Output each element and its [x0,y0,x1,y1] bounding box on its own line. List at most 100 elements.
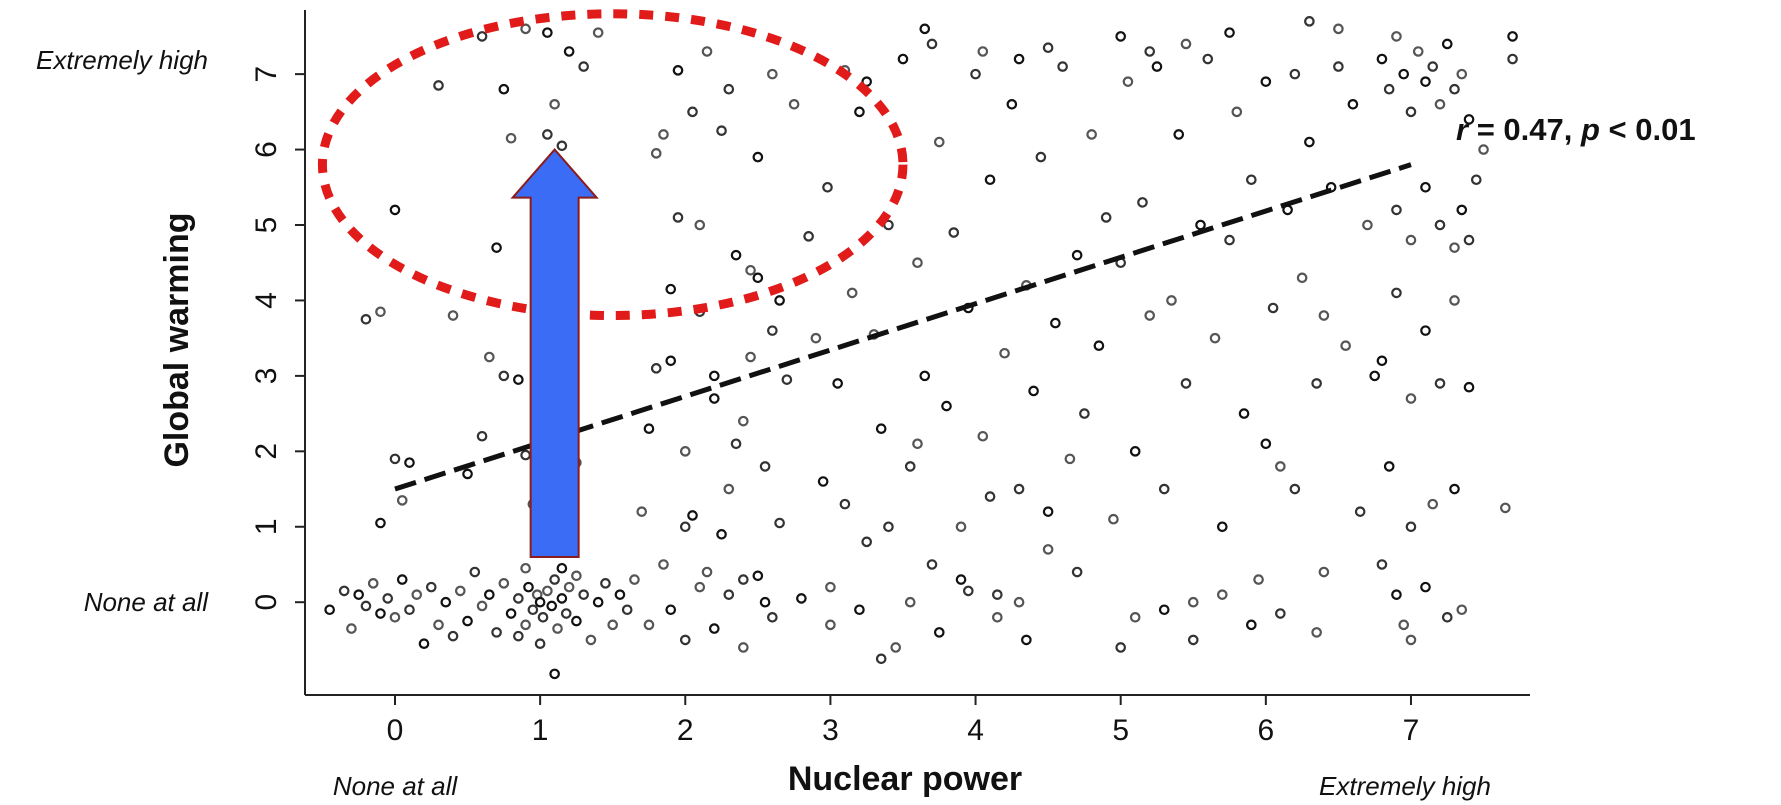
data-point [1224,234,1235,246]
data-point [679,521,691,533]
data-point [396,574,408,585]
data-point [1050,317,1061,329]
data-point [455,585,466,597]
stat-r-value: = 0.47, [1468,112,1581,147]
data-point [1456,68,1468,80]
data-point [1151,61,1163,72]
data-point [1253,574,1264,585]
data-point [1376,53,1388,65]
data-point [926,38,938,50]
data-point [650,363,662,374]
data-point [825,581,836,593]
data-point [440,596,452,608]
x-tick-label: 4 [967,714,984,747]
data-point [404,457,415,468]
data-point [701,566,713,578]
data-point [491,627,502,638]
data-point [822,181,833,193]
data-point [1463,114,1475,125]
data-point [1405,393,1417,404]
data-point [585,634,597,646]
data-point [810,332,822,344]
data-point [832,378,843,389]
y-tick-label: 5 [250,217,283,234]
data-point [418,638,430,650]
data-point [498,370,510,382]
data-point [1122,76,1134,87]
x-tick-label: 2 [677,714,694,747]
data-point [607,619,619,631]
data-point [752,272,764,284]
data-point [1006,99,1018,110]
data-point [1427,61,1439,72]
data-point [1347,99,1359,110]
data-point [738,574,749,585]
y-tick-label: 0 [250,594,283,611]
data-point [1246,619,1257,631]
data-point [549,574,560,585]
x-axis-ticks: 0 1 2 3 4 5 6 7 [387,695,1419,747]
data-point [1470,174,1482,186]
data-point [701,46,713,57]
data-point [520,619,531,631]
data-point [1333,23,1344,35]
data-point [1013,596,1025,608]
data-point [563,46,575,57]
data-point [1398,68,1410,80]
data-point [505,132,517,144]
data-point [498,578,510,589]
data-point [955,521,967,533]
data-point [1362,219,1373,231]
data-point [433,80,444,91]
y-axis-title: Global warming [158,212,196,467]
data-point [382,593,394,604]
data-point [1405,106,1417,118]
up-arrow-icon [510,148,599,558]
data-point [614,589,626,600]
data-point [338,585,350,597]
data-point [738,642,749,653]
data-point [738,415,749,427]
data-point [672,212,684,223]
x-tick-label: 0 [387,714,404,747]
data-point [549,668,560,680]
data-point [897,53,909,65]
y-axis-ticks: 0 1 2 3 4 5 6 7 [250,66,305,611]
regression-layer [394,162,1412,492]
data-point [1195,219,1206,231]
data-point [941,400,952,412]
data-point [1013,483,1025,495]
data-point [650,148,662,159]
data-point [1180,38,1192,50]
data-point [491,242,502,253]
data-point [912,438,923,450]
data-point [1021,634,1032,646]
data-point [571,615,582,627]
data-point [629,574,640,585]
data-point [1093,340,1105,352]
data-point [679,634,691,646]
data-point [1057,61,1068,72]
data-point [346,623,357,634]
y-tick-label: 7 [250,66,283,83]
data-point [679,446,691,457]
x-tick-label: 5 [1112,714,1129,747]
data-point [992,589,1003,600]
data-point [1246,174,1257,186]
data-point [1267,302,1279,314]
data-point [527,604,539,616]
data-point [912,257,923,269]
data-point [556,140,568,152]
data-point [389,204,401,216]
data-point [977,46,989,57]
stat-p-value: < 0.01 [1600,112,1696,147]
highlight-ellipse [317,9,908,321]
data-point [665,355,677,367]
data-point [948,227,960,238]
data-point [1238,408,1250,419]
data-point [592,27,604,38]
data-point [803,231,814,242]
data-point [324,604,335,616]
data-point [505,608,517,619]
data-point [560,608,572,619]
